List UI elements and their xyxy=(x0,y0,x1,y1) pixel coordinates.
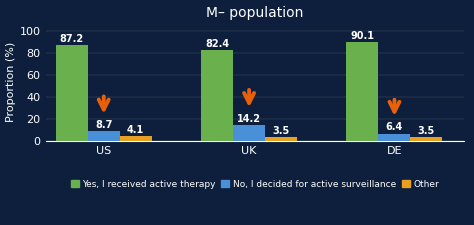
Title: M– population: M– population xyxy=(206,6,304,20)
Text: 3.5: 3.5 xyxy=(273,126,290,136)
Text: 6.4: 6.4 xyxy=(386,122,403,133)
Text: 14.2: 14.2 xyxy=(237,114,261,124)
Bar xyxy=(56,45,88,141)
Text: 82.4: 82.4 xyxy=(205,39,229,49)
Bar xyxy=(88,131,120,141)
Text: 8.7: 8.7 xyxy=(95,120,112,130)
Y-axis label: Proportion (%): Proportion (%) xyxy=(6,42,16,122)
Bar xyxy=(233,125,265,141)
Bar xyxy=(120,136,152,141)
Text: 90.1: 90.1 xyxy=(350,31,374,41)
Bar xyxy=(201,50,233,141)
Bar xyxy=(346,42,378,141)
Legend: Yes, I received active therapy, No, I decided for active surveillance, Other: Yes, I received active therapy, No, I de… xyxy=(67,176,443,193)
Text: 87.2: 87.2 xyxy=(60,34,84,44)
Text: 3.5: 3.5 xyxy=(418,126,435,136)
Text: 4.1: 4.1 xyxy=(127,125,145,135)
Bar xyxy=(410,137,442,141)
Bar xyxy=(378,134,410,141)
Bar xyxy=(265,137,297,141)
